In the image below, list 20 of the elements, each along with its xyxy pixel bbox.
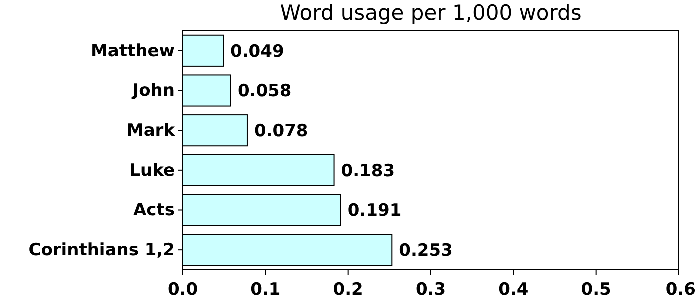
data-label: 0.058: [238, 82, 292, 102]
data-label: 0.049: [230, 42, 284, 62]
chart-title: Word usage per 1,000 words: [280, 1, 582, 25]
data-label: 0.191: [348, 201, 402, 222]
x-tick-label: 0.0: [168, 280, 198, 300]
y-tick-label: Luke: [130, 160, 175, 181]
y-tick-label: Mark: [126, 121, 176, 142]
x-tick-label: 0.1: [250, 280, 281, 300]
y-tick-label: Matthew: [91, 41, 176, 62]
x-tick-label: 0.5: [581, 280, 612, 300]
y-tick-label: Acts: [134, 200, 175, 221]
data-label: 0.078: [254, 122, 308, 142]
data-label: 0.253: [399, 241, 453, 262]
y-tick-label: John: [132, 81, 175, 102]
x-tick-label: 0.2: [333, 280, 364, 300]
y-tick-label: Corinthians 1,2: [28, 240, 175, 261]
x-tick-label: 0.3: [416, 280, 446, 300]
x-tick-label: 0.6: [666, 280, 696, 300]
x-tick-label: 0.4: [498, 280, 529, 300]
data-label: 0.183: [341, 161, 396, 182]
